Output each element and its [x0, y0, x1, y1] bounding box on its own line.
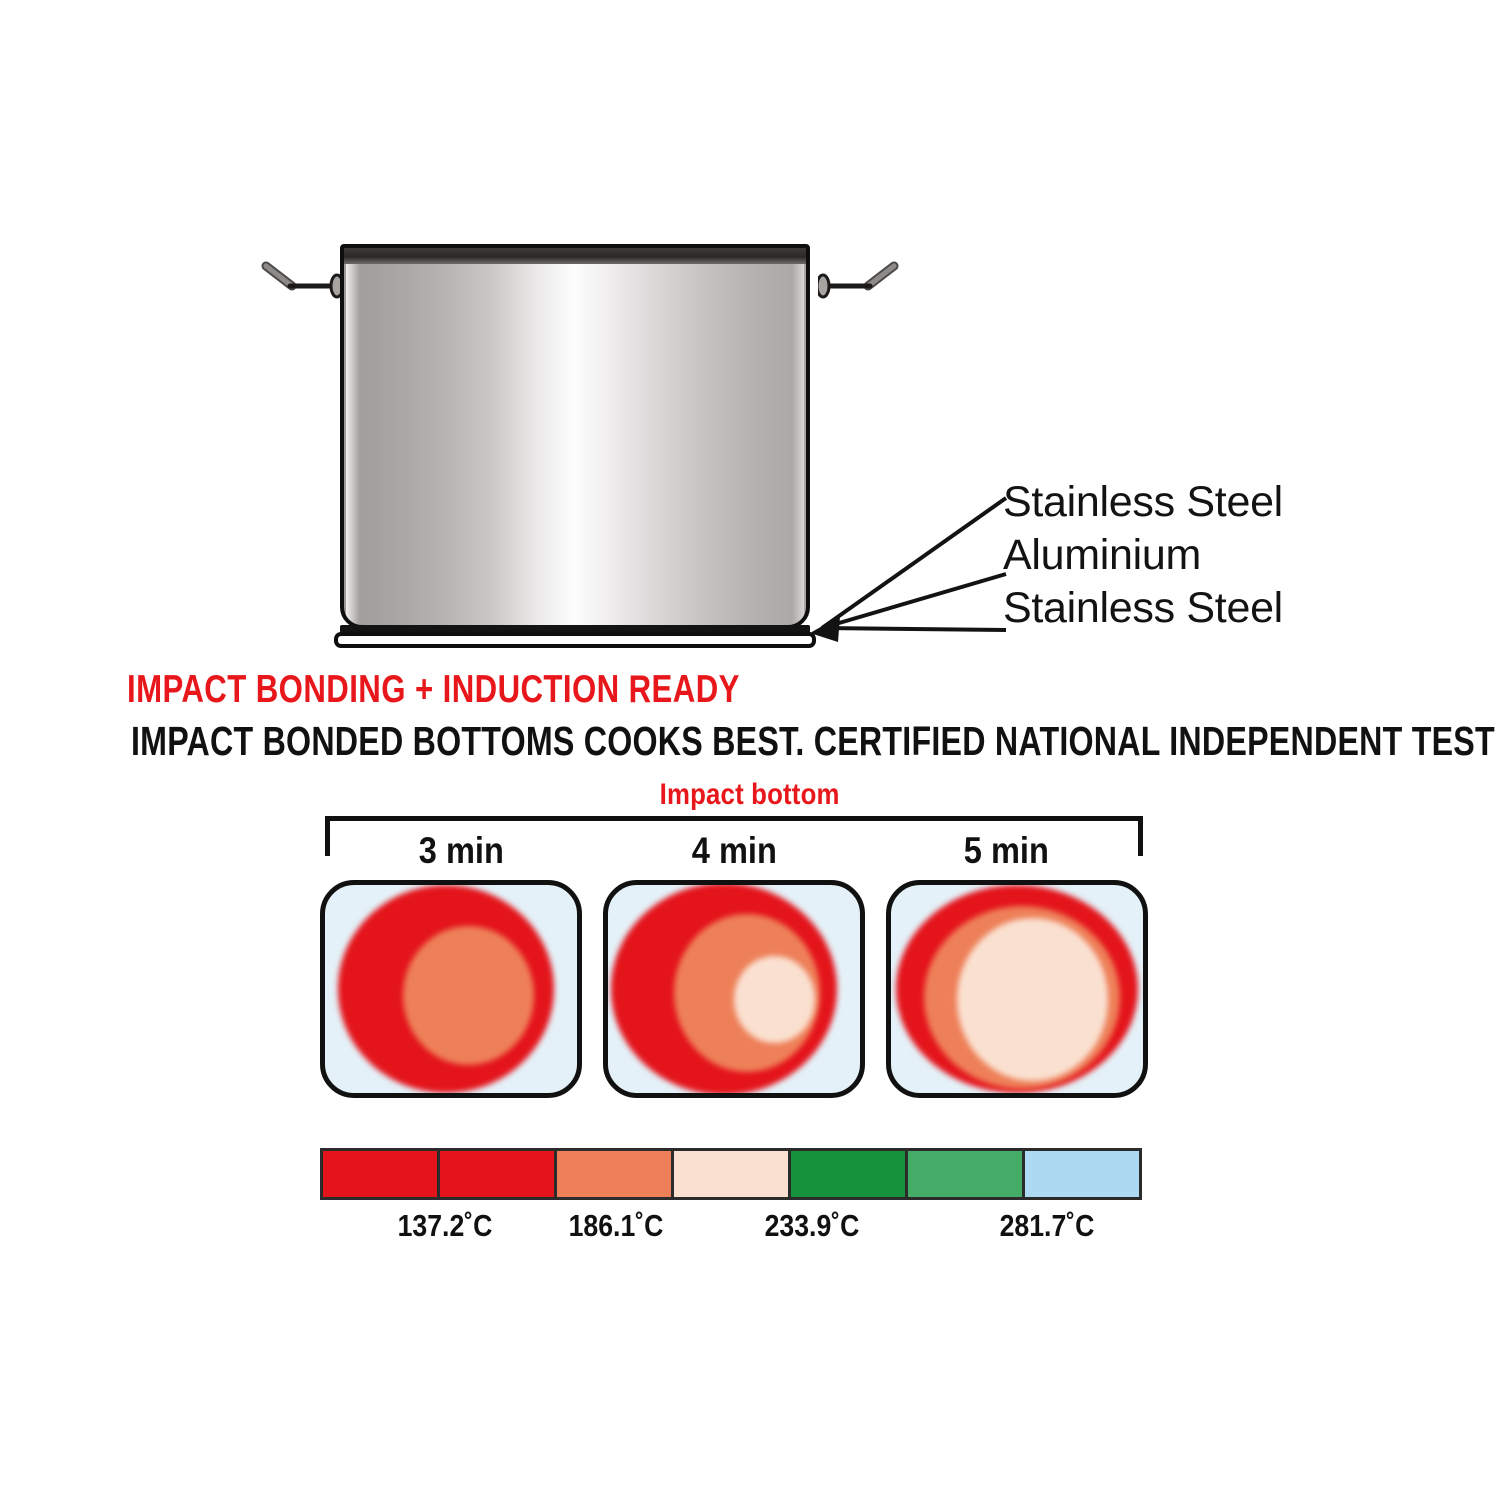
time-label-4min: 4 min	[598, 830, 871, 878]
scale-segment-0	[323, 1151, 440, 1197]
pot-body	[340, 244, 810, 629]
scale-tick-label-1: 186.1˚C	[561, 1208, 671, 1244]
layer-label-stainless-steel-top: Stainless Steel	[1003, 478, 1283, 526]
scale-tick-label-3: 281.7˚C	[992, 1208, 1102, 1244]
scale-tick-label-1-text: 186.1˚C	[568, 1208, 664, 1243]
thermal-series-bracket	[325, 816, 1143, 856]
scale-tick-label-0-text: 137.2˚C	[397, 1208, 493, 1243]
impact-bottom-label-text: Impact bottom	[660, 778, 840, 811]
layer-label-aluminium: Aluminium	[1003, 531, 1202, 579]
temperature-scale-label-row: 137.2˚C 186.1˚C 233.9˚C 281.7˚C	[320, 1208, 1142, 1254]
stock-pot-illustration	[261, 230, 899, 651]
thermal-panel-5min	[886, 880, 1148, 1098]
pot-handle-right-icon	[815, 258, 908, 304]
thermal-band-4min-2	[734, 955, 815, 1044]
time-label-5min: 5 min	[870, 830, 1143, 878]
layer-label-stainless-steel-bottom: Stainless Steel	[1003, 584, 1283, 632]
pot-highlight-left	[346, 264, 360, 625]
scale-segment-5	[908, 1151, 1025, 1197]
scale-segment-1	[440, 1151, 557, 1197]
layer-label-group: Stainless Steel Aluminium Stainless Stee…	[1003, 476, 1423, 635]
thermal-panel-3min	[320, 880, 582, 1098]
headline-impact-bonding: IMPACT BONDING + INDUCTION READY	[127, 668, 740, 711]
scale-segment-2	[557, 1151, 674, 1197]
impact-bottom-label: Impact bottom	[0, 778, 1500, 812]
scale-tick-label-2: 233.9˚C	[756, 1208, 866, 1244]
time-label-3min-text: 3 min	[418, 830, 504, 871]
scale-segment-6	[1025, 1151, 1139, 1197]
scale-tick-label-2-text: 233.9˚C	[764, 1208, 859, 1243]
thermal-band-3min-1	[403, 925, 535, 1065]
scale-segment-4	[791, 1151, 908, 1197]
pot-base-layers	[334, 625, 816, 651]
base-layer-aluminium	[334, 632, 816, 648]
scale-segment-3	[674, 1151, 791, 1197]
pot-handle-left-icon	[252, 258, 345, 304]
thermal-image-row	[320, 880, 1148, 1098]
thermal-panel-4min	[603, 880, 865, 1098]
time-label-4min-text: 4 min	[691, 830, 777, 871]
time-label-3min: 3 min	[325, 830, 598, 878]
scale-tick-label-3-text: 281.7˚C	[1000, 1208, 1095, 1243]
thermal-band-5min-2	[956, 918, 1108, 1081]
thermal-time-label-row: 3 min 4 min 5 min	[325, 830, 1143, 878]
scale-tick-label-0: 137.2˚C	[390, 1208, 500, 1244]
pot-rim	[344, 248, 806, 264]
headline-test-result: IMPACT BONDED BOTTOMS COOKS BEST. CERTIF…	[131, 718, 1500, 764]
time-label-5min-text: 5 min	[964, 830, 1050, 871]
pot-highlight-right	[792, 264, 804, 625]
callout-leader-lines	[800, 470, 1040, 650]
base-layer-stainless-top	[340, 625, 810, 633]
temperature-color-scale	[320, 1148, 1142, 1200]
